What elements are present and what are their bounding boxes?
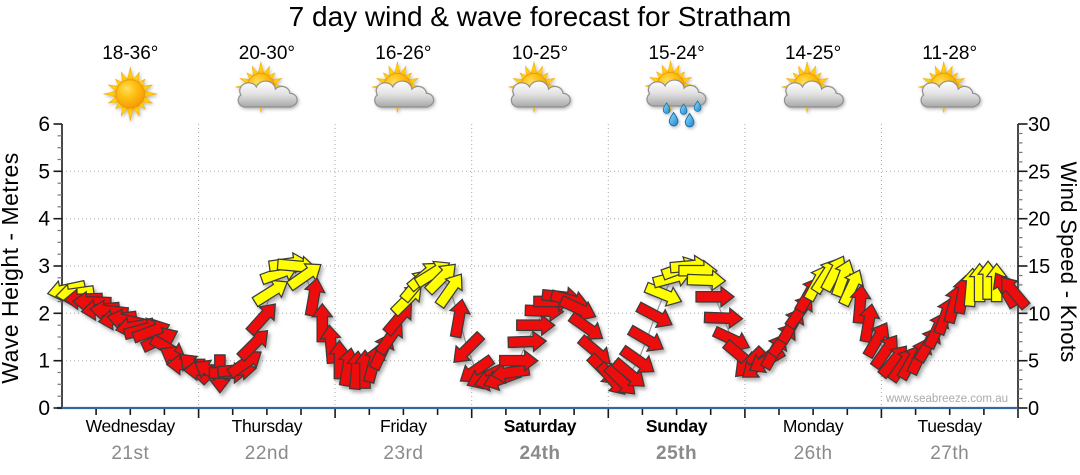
svg-text:7 day wind & wave forecast for: 7 day wind & wave forecast for Stratham xyxy=(289,1,792,32)
svg-text:10: 10 xyxy=(1028,303,1050,325)
svg-text:24th: 24th xyxy=(519,443,560,464)
svg-text:3: 3 xyxy=(38,255,50,278)
svg-text:25th: 25th xyxy=(656,443,697,464)
svg-text:Friday: Friday xyxy=(380,416,427,436)
svg-text:14-25°: 14-25° xyxy=(785,43,841,64)
svg-text:5: 5 xyxy=(1028,351,1039,373)
svg-text:Wednesday: Wednesday xyxy=(86,416,176,436)
svg-text:1: 1 xyxy=(38,350,50,373)
svg-text:Wave Height - Metres: Wave Height - Metres xyxy=(0,152,23,384)
svg-text:2: 2 xyxy=(38,302,50,325)
svg-text:10-25°: 10-25° xyxy=(512,43,568,64)
svg-text:6: 6 xyxy=(38,113,50,136)
svg-text:23rd: 23rd xyxy=(383,443,423,464)
svg-text:Monday: Monday xyxy=(783,416,844,436)
svg-text:Saturday: Saturday xyxy=(504,416,577,436)
svg-text:4: 4 xyxy=(38,208,50,231)
svg-text:25: 25 xyxy=(1028,161,1050,183)
svg-text:15: 15 xyxy=(1028,256,1050,278)
svg-text:5: 5 xyxy=(38,160,50,183)
svg-text:0: 0 xyxy=(38,397,50,420)
svg-text:Tuesday: Tuesday xyxy=(918,416,983,436)
svg-text:11-28°: 11-28° xyxy=(922,43,977,64)
svg-text:16-26°: 16-26° xyxy=(375,43,431,64)
svg-text:Sunday: Sunday xyxy=(646,416,708,436)
svg-text:Thursday: Thursday xyxy=(232,416,303,436)
svg-text:www.seabreeze.com.au: www.seabreeze.com.au xyxy=(885,393,1008,405)
svg-text:20: 20 xyxy=(1028,209,1050,231)
svg-text:15-24°: 15-24° xyxy=(648,43,704,64)
svg-text:20-30°: 20-30° xyxy=(239,43,295,64)
svg-text:27th: 27th xyxy=(930,443,969,464)
svg-text:0: 0 xyxy=(1028,398,1039,420)
svg-text:26th: 26th xyxy=(794,443,833,464)
svg-text:30: 30 xyxy=(1028,114,1050,136)
svg-text:Wind Speed - Knots: Wind Speed - Knots xyxy=(1056,161,1080,362)
svg-text:21st: 21st xyxy=(111,443,149,464)
svg-text:22nd: 22nd xyxy=(245,443,289,464)
svg-text:18-36°: 18-36° xyxy=(102,43,158,64)
